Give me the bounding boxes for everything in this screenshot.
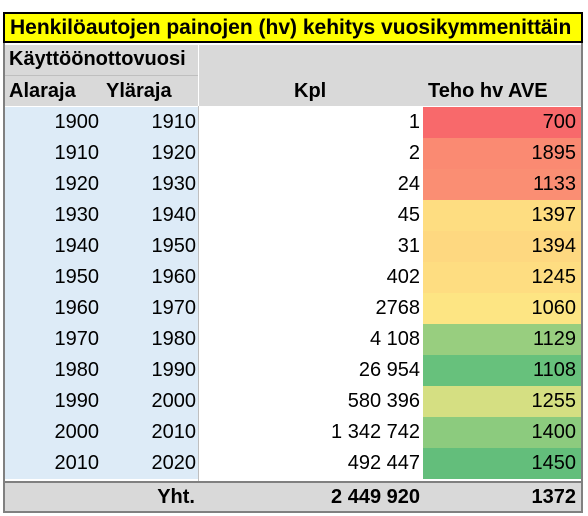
table-row: 1940 1950 31 1394 [5, 231, 581, 262]
table-row: 1990 2000 580 396 1255 [5, 386, 581, 417]
cell-teho: 1400 [423, 417, 581, 448]
cell-kpl: 1 [198, 107, 423, 138]
cell-teho: 1129 [423, 324, 581, 355]
cell-kpl: 4 108 [198, 324, 423, 355]
cell-teho: 1245 [423, 262, 581, 293]
table-row: 1930 1940 45 1397 [5, 200, 581, 231]
cell-teho: 1450 [423, 448, 581, 479]
cell-high-year: 1910 [101, 107, 198, 138]
cell-low-year: 1970 [5, 324, 101, 355]
cell-high-year: 1950 [101, 231, 198, 262]
cell-low-year: 1930 [5, 200, 101, 231]
cell-low-year: 1950 [5, 262, 101, 293]
table-row: 1900 1910 1 700 [5, 107, 581, 138]
header-right-background [198, 45, 581, 106]
table-row: 1950 1960 402 1245 [5, 262, 581, 293]
cell-high-year: 1960 [101, 262, 198, 293]
table-border-right [581, 43, 583, 513]
cell-high-year: 1990 [101, 355, 198, 386]
table-row: 1980 1990 26 954 1108 [5, 355, 581, 386]
table-row: 1910 1920 2 1895 [5, 138, 581, 169]
cell-teho: 700 [423, 107, 581, 138]
cell-teho: 1394 [423, 231, 581, 262]
table-border-left [3, 43, 5, 513]
total-label: Yht. [157, 486, 195, 508]
cell-high-year: 2010 [101, 417, 198, 448]
cell-low-year: 1900 [5, 107, 101, 138]
cell-low-year: 1990 [5, 386, 101, 417]
header-col-teho: Teho hv AVE [428, 80, 548, 102]
cell-teho: 1060 [423, 293, 581, 324]
header-col-kpl: Kpl [294, 80, 327, 102]
total-teho: 1372 [531, 486, 577, 508]
cell-teho: 1895 [423, 138, 581, 169]
cell-kpl: 45 [198, 200, 423, 231]
cell-low-year: 2010 [5, 448, 101, 479]
total-kpl: 2 449 920 [331, 486, 420, 508]
table-row: 1960 1970 2768 1060 [5, 293, 581, 324]
cell-low-year: 1960 [5, 293, 101, 324]
cell-high-year: 1980 [101, 324, 198, 355]
header-group-label: Käyttöönottovuosi [9, 48, 186, 70]
cell-high-year: 1930 [101, 169, 198, 200]
cell-high-year: 1970 [101, 293, 198, 324]
cell-kpl: 2 [198, 138, 423, 169]
cell-high-year: 1920 [101, 138, 198, 169]
cell-kpl: 26 954 [198, 355, 423, 386]
cell-teho: 1108 [423, 355, 581, 386]
cell-low-year: 1980 [5, 355, 101, 386]
cell-kpl: 1 342 742 [198, 417, 423, 448]
cell-low-year: 2000 [5, 417, 101, 448]
cell-high-year: 2020 [101, 448, 198, 479]
total-row: Yht. 2 449 920 1372 [5, 481, 581, 511]
cell-high-year: 2000 [101, 386, 198, 417]
table-title: Henkilöautojen painojen (hv) kehitys vuo… [3, 12, 583, 43]
header-col-low: Alaraja [9, 80, 76, 102]
table-row: 2000 2010 1 342 742 1400 [5, 417, 581, 448]
table-row: 1920 1930 24 1133 [5, 169, 581, 200]
cell-kpl: 580 396 [198, 386, 423, 417]
header-col-high: Yläraja [106, 80, 172, 102]
cell-kpl: 31 [198, 231, 423, 262]
cell-low-year: 1920 [5, 169, 101, 200]
cell-teho: 1255 [423, 386, 581, 417]
table-body: 1900 1910 1 700 1910 1920 2 1895 1920 1930 24 1133 1… [5, 107, 581, 479]
cell-teho: 1397 [423, 200, 581, 231]
cell-high-year: 1940 [101, 200, 198, 231]
cell-kpl: 2768 [198, 293, 423, 324]
cell-low-year: 1910 [5, 138, 101, 169]
column-divider [198, 106, 199, 481]
table-row: 1970 1980 4 108 1129 [5, 324, 581, 355]
cell-low-year: 1940 [5, 231, 101, 262]
header-separator [5, 75, 198, 76]
cell-kpl: 402 [198, 262, 423, 293]
cell-teho: 1133 [423, 169, 581, 200]
table-border-bottom [3, 511, 583, 513]
table-row: 2010 2020 492 447 1450 [5, 448, 581, 479]
cell-kpl: 492 447 [198, 448, 423, 479]
cell-kpl: 24 [198, 169, 423, 200]
